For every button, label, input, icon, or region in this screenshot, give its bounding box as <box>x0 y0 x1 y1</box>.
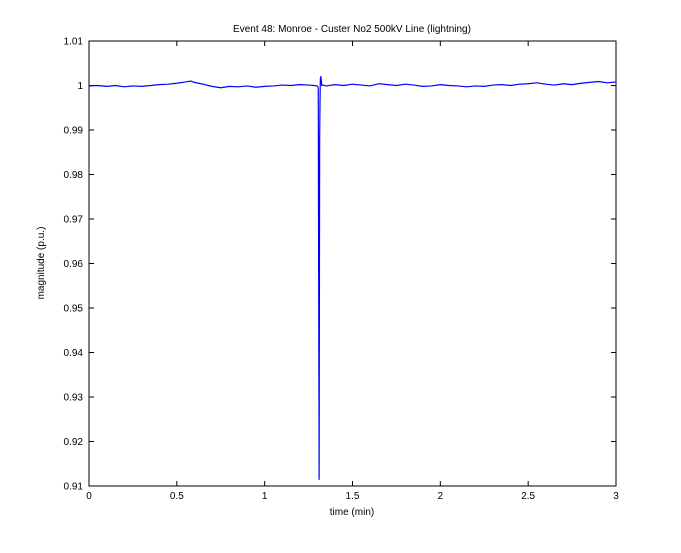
y-tick-label: 0.91 <box>64 482 84 493</box>
y-axis: 0.91 0.92 0.93 0.94 0.95 0.96 0.97 0.98 0.99 1 1.0… <box>64 37 616 493</box>
y-axis-label: magnitude (p.u.) <box>36 227 47 300</box>
y-tick-label: 0.95 <box>64 304 84 315</box>
x-tick-label: 3 <box>613 491 619 502</box>
series-layer <box>88 75 617 480</box>
y-tick-label: 0.93 <box>64 393 84 404</box>
x-axis-label: time (min) <box>330 507 374 518</box>
x-tick-label: 1.5 <box>346 491 360 502</box>
x-tick-label: 0 <box>86 491 92 502</box>
y-tick-label: 0.92 <box>64 437 84 448</box>
y-tick-label: 0.98 <box>64 170 84 181</box>
y-tick-label: 0.99 <box>64 126 84 137</box>
x-axis: 0 0.5 1 1.5 2 2.5 3 <box>86 41 619 502</box>
plot-area <box>88 40 617 487</box>
series-line <box>88 75 617 480</box>
x-tick-label: 1 <box>262 491 268 502</box>
y-tick-label: 0.96 <box>64 259 84 270</box>
x-tick-label: 2 <box>438 491 444 502</box>
y-tick-label: 0.94 <box>64 348 84 359</box>
y-tick-label: 1 <box>77 81 83 92</box>
y-tick-label: 0.97 <box>64 215 84 226</box>
x-tick-label: 0.5 <box>170 491 184 502</box>
x-tick-label: 2.5 <box>521 491 535 502</box>
y-tick-label: 1.01 <box>64 37 84 48</box>
chart-title: Event 48: Monroe - Custer No2 500kV Line… <box>233 24 471 35</box>
